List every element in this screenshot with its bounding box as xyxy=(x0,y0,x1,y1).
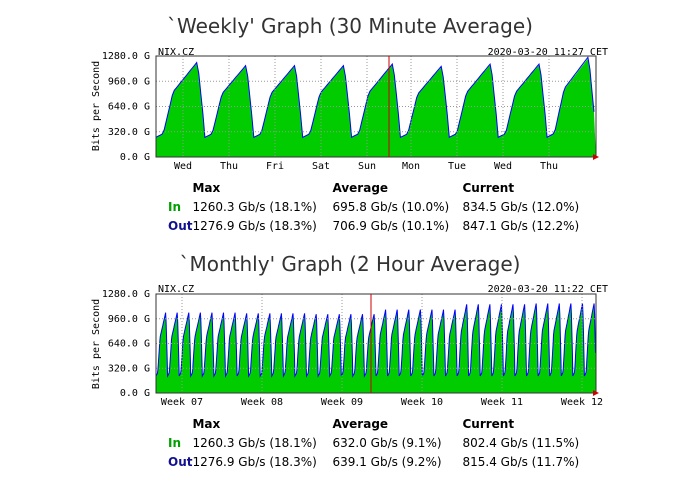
m-axis-arrow xyxy=(593,390,599,396)
weekly-now-marker xyxy=(388,56,599,160)
monthly-stats-average-header: Average xyxy=(332,416,389,431)
m-y-tick-label: 960.0 G xyxy=(108,314,150,325)
w-x-tick-label: Wed xyxy=(174,161,192,172)
monthly-stats-in-average: 632.0 Gb/s (9.1%) xyxy=(332,435,442,450)
m-y-tick-label: 640.0 G xyxy=(108,339,150,350)
monthly-graph-title: `Monthly' Graph (2 Hour Average) xyxy=(179,252,521,276)
w-x-tick-label: Mon xyxy=(402,161,420,172)
weekly-stats-current-header: Current xyxy=(462,180,515,195)
monthly-timestamp: 2020-03-20 11:22 CET xyxy=(488,284,608,295)
weekly-stats-out-max: 1276.9 Gb/s (18.3%) xyxy=(192,218,317,233)
monthly-in-area xyxy=(155,303,596,393)
w-x-tick-label: Wed xyxy=(494,161,512,172)
w-y-tick-label: 960.0 G xyxy=(108,76,150,87)
monthly-stats-out-label: Out xyxy=(168,454,193,469)
monthly-x-ticks: Week 07 Week 08 Week 09 Week 10 Week 11 Week … xyxy=(161,397,603,408)
weekly-y-axis-label: Bits per Second xyxy=(91,61,102,151)
weekly-x-ticks: Wed Thu Fri Sat Sun Mon Tue Wed Thu xyxy=(174,161,558,172)
monthly-y-axis-label: Bits per Second xyxy=(91,299,102,389)
weekly-stats-in-max: 1260.3 Gb/s (18.1%) xyxy=(192,199,317,214)
m-y-tick-label: 320.0 G xyxy=(108,363,150,374)
weekly-stats-in-average: 695.8 Gb/s (10.0%) xyxy=(332,199,450,214)
w-y-tick-label: 320.0 G xyxy=(108,127,150,138)
monthly-stats-out-max: 1276.9 Gb/s (18.3%) xyxy=(192,454,317,469)
w-out-series-line xyxy=(155,56,595,139)
weekly-graph-title: `Weekly' Graph (30 Minute Average) xyxy=(167,14,533,38)
weekly-grid xyxy=(156,56,596,157)
m-x-tick-label: Week 09 xyxy=(321,397,363,408)
m-x-tick-label: Week 12 xyxy=(561,397,603,408)
w-x-tick-label: Thu xyxy=(540,161,558,172)
weekly-stats-out-average: 706.9 Gb/s (10.1%) xyxy=(332,218,450,233)
weekly-y-ticks: 0.0 G 320.0 G 640.0 G 960.0 G 1280.0 G xyxy=(102,51,150,163)
w-in-series-area xyxy=(156,58,596,157)
monthly-graph: 0.0 G 320.0 G 640.0 G 960.0 G 1280.0 G Week … xyxy=(91,284,608,408)
monthly-stats-in-label: In xyxy=(168,435,182,450)
weekly-stats: Max Average Current In 1260.3 Gb/s (18.1… xyxy=(168,178,579,235)
w-x-tick-label: Tue xyxy=(448,161,466,172)
w-x-tick-label: Sat xyxy=(312,161,330,172)
monthly-stats-in-max: 1260.3 Gb/s (18.1%) xyxy=(192,435,317,450)
m-y-tick-label: 1280.0 G xyxy=(102,289,150,300)
monthly-stats: Max Average Current In 1260.3 Gb/s (18.1… xyxy=(168,414,579,471)
weekly-stats-max-header: Max xyxy=(192,180,221,195)
m-x-tick-label: Week 08 xyxy=(241,397,283,408)
monthly-grid xyxy=(156,294,596,393)
m-x-tick-label: Week 07 xyxy=(161,397,203,408)
w-x-tick-label: Thu xyxy=(220,161,238,172)
w-x-tick-label: Fri xyxy=(266,161,284,172)
monthly-stats-in-current: 802.4 Gb/s (11.5%) xyxy=(462,435,580,450)
m-out-series-line xyxy=(155,303,596,378)
monthly-source-label: NIX.CZ xyxy=(158,284,194,295)
weekly-in-area xyxy=(155,56,596,157)
w-x-tick-label: Sun xyxy=(358,161,376,172)
weekly-timestamp: 2020-03-20 11:27 CET xyxy=(488,47,608,58)
weekly-stats-in-label: In xyxy=(168,199,182,214)
w-y-tick-label: 1280.0 G xyxy=(102,51,150,62)
monthly-stats-current-header: Current xyxy=(462,416,515,431)
weekly-graph: 0.0 G 320.0 G 640.0 G 960.0 G 1280.0 G Wed Th… xyxy=(91,47,608,172)
monthly-stats-max-header: Max xyxy=(192,416,221,431)
w-axis-arrow xyxy=(593,154,599,160)
weekly-stats-average-header: Average xyxy=(332,180,389,195)
weekly-source-label: NIX.CZ xyxy=(158,47,194,58)
m-x-tick-label: Week 11 xyxy=(481,397,523,408)
weekly-stats-out-label: Out xyxy=(168,218,193,233)
monthly-stats-out-average: 639.1 Gb/s (9.2%) xyxy=(332,454,442,469)
w-y-tick-label: 640.0 G xyxy=(108,102,150,113)
m-y-tick-label: 0.0 G xyxy=(120,388,150,399)
weekly-stats-in-current: 834.5 Gb/s (12.0%) xyxy=(462,199,580,214)
w-y-tick-label: 0.0 G xyxy=(120,152,150,163)
monthly-y-ticks: 0.0 G 320.0 G 640.0 G 960.0 G 1280.0 G xyxy=(102,289,150,399)
m-in-series-area xyxy=(156,304,596,393)
m-x-tick-label: Week 10 xyxy=(401,397,443,408)
monthly-stats-out-current: 815.4 Gb/s (11.7%) xyxy=(462,454,580,469)
weekly-stats-out-current: 847.1 Gb/s (12.2%) xyxy=(462,218,580,233)
monthly-now-marker xyxy=(370,294,599,396)
